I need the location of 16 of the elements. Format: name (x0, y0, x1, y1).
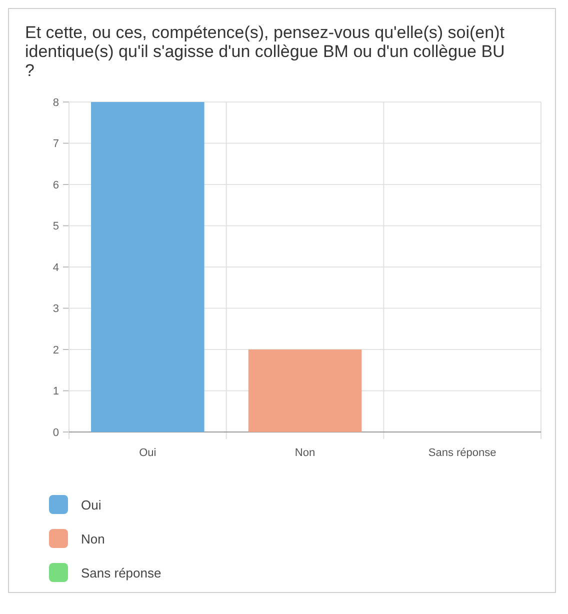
y-tick-label: 0 (52, 426, 59, 439)
y-tick-label: 6 (52, 179, 59, 192)
y-tick-label: 1 (52, 386, 59, 398)
x-tick-label: Oui (139, 447, 156, 459)
x-tick-label: Non (294, 447, 316, 459)
y-tick-label: 2 (52, 344, 59, 356)
chart-title: Et cette, ou ces, compétence(s), pensez-vous qu'elle(s) soi(en)t identique(s) qu'il s'agisse d'un collègue BM ou d'un collègue BU ? (24, 22, 505, 80)
legend-label: Oui (81, 498, 102, 513)
legend-label: Sans réponse (81, 566, 162, 581)
x-tick-label: Sans réponse (428, 447, 496, 459)
y-tick-label: 4 (52, 262, 59, 274)
y-tick-label: 8 (52, 96, 59, 109)
y-tick-label: 3 (52, 303, 59, 316)
legend-label: Non (81, 532, 105, 547)
y-tick-label: 7 (52, 138, 59, 150)
y-tick-label: 5 (52, 220, 59, 233)
